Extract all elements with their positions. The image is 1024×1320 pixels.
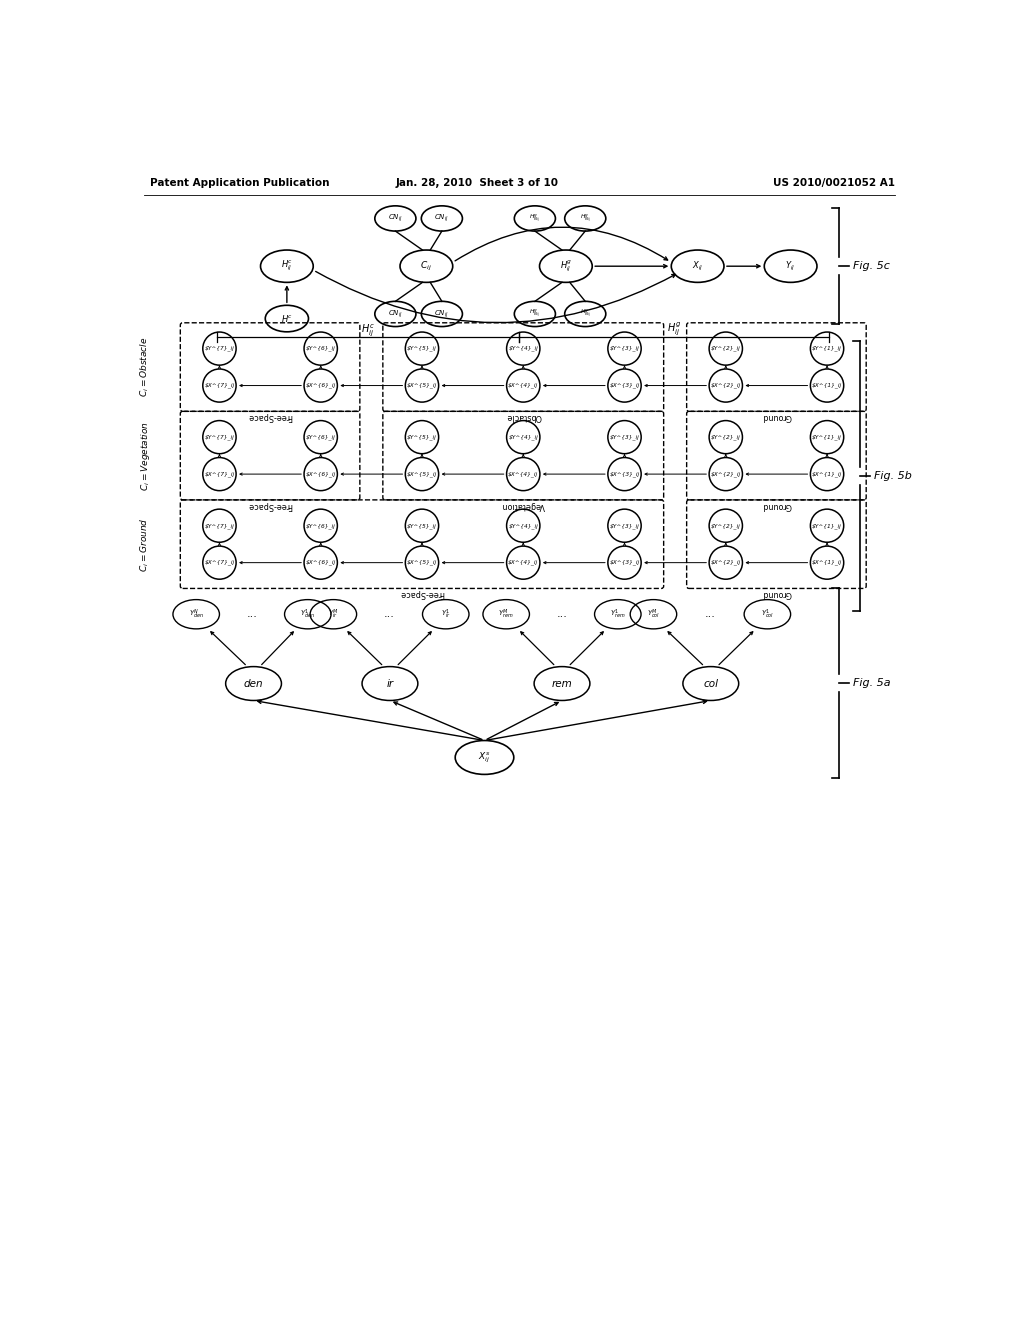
Text: $X^{2}_ij: $X^{2}_ij [711, 471, 740, 477]
Text: $X^{2}_ij: $X^{2}_ij [711, 560, 740, 565]
Text: $CN_{ij}$: $CN_{ij}$ [434, 308, 450, 319]
Text: $Y^{5}_ij: $Y^{5}_ij [408, 346, 437, 351]
Text: Free-Space: Free-Space [399, 589, 444, 598]
Text: $X^{6}_ij: $X^{6}_ij [305, 383, 336, 388]
Text: $X^{4}_ij: $X^{4}_ij [508, 560, 539, 565]
Text: $Y^{6}_ij: $Y^{6}_ij [306, 346, 336, 351]
Text: $H^g_{N_{ij}}$: $H^g_{N_{ij}}$ [580, 213, 591, 224]
Text: ...: ... [705, 610, 716, 619]
Text: rem: rem [552, 678, 572, 689]
Text: $Y^{6}_ij: $Y^{6}_ij [306, 434, 336, 440]
Text: $H^c_{ij}$: $H^c_{ij}$ [361, 322, 375, 338]
Text: $X^{7}_ij: $X^{7}_ij [205, 383, 234, 388]
Text: $X^{4}_ij: $X^{4}_ij [508, 383, 539, 388]
Text: $Y^{2}_ij: $Y^{2}_ij [711, 523, 740, 528]
Text: $H^g_{N_{ij}}$: $H^g_{N_{ij}}$ [529, 308, 541, 321]
Text: $X^{6}_ij: $X^{6}_ij [305, 471, 336, 477]
Text: $Y^{5}_ij: $Y^{5}_ij [408, 434, 437, 440]
Text: $H^g_{N_{ij}}$: $H^g_{N_{ij}}$ [580, 308, 591, 321]
Text: $H^c_{ij}$: $H^c_{ij}$ [281, 259, 293, 273]
Text: Patent Application Publication: Patent Application Publication [150, 178, 329, 187]
Text: $CN_{ij}$: $CN_{ij}$ [434, 213, 450, 224]
Text: $C_i = Vegetation$: $C_i = Vegetation$ [138, 421, 152, 491]
Text: $Y^M_{rem}$: $Y^M_{rem}$ [499, 607, 514, 620]
Text: Ground: Ground [762, 412, 792, 421]
Text: $X^{5}_ij: $X^{5}_ij [407, 560, 437, 565]
Text: Obstacle: Obstacle [506, 412, 541, 421]
Text: $Y^1_{col}$: $Y^1_{col}$ [761, 607, 774, 620]
Text: $X^{3}_ij: $X^{3}_ij [609, 383, 640, 388]
Text: $Y^{4}_ij: $Y^{4}_ij [508, 434, 539, 440]
Text: $Y^{3}_ij: $Y^{3}_ij [609, 346, 639, 351]
Text: $Y^{3}_ij: $Y^{3}_ij [609, 434, 639, 440]
Text: $Y^{1}_ij: $Y^{1}_ij [812, 346, 842, 351]
Text: Jan. 28, 2010  Sheet 3 of 10: Jan. 28, 2010 Sheet 3 of 10 [395, 178, 558, 187]
Text: $H^g_{N_{ij}}$: $H^g_{N_{ij}}$ [529, 213, 541, 224]
Text: $C_{ij}$: $C_{ij}$ [421, 260, 432, 273]
Text: $X^{2}_ij: $X^{2}_ij [711, 383, 740, 388]
Text: $X^{1}_ij: $X^{1}_ij [812, 471, 842, 477]
Text: $H^c$: $H^c$ [281, 313, 293, 325]
Text: $X^{3}_ij: $X^{3}_ij [609, 471, 640, 477]
Text: $Y^M_{col}$: $Y^M_{col}$ [647, 607, 660, 620]
Text: $Y^N_{den}$: $Y^N_{den}$ [188, 607, 204, 620]
Text: $Y^{1}_ij: $Y^{1}_ij [812, 523, 842, 528]
Text: ...: ... [247, 610, 257, 619]
Text: Fig. 5a: Fig. 5a [853, 678, 891, 688]
Text: $X^{4}_ij: $X^{4}_ij [508, 471, 539, 477]
Text: $Y^{6}_ij: $Y^{6}_ij [306, 523, 336, 528]
Text: $Y^1_{den}$: $Y^1_{den}$ [300, 607, 315, 620]
Text: Fig. 5b: Fig. 5b [874, 471, 912, 480]
Text: ...: ... [384, 610, 395, 619]
Text: $H^g_{ij}$: $H^g_{ij}$ [560, 259, 572, 275]
Text: $X^s_{ij}$: $X^s_{ij}$ [478, 750, 490, 764]
Text: $X^{6}_ij: $X^{6}_ij [305, 560, 336, 565]
Text: $Y^M_{ir}$: $Y^M_{ir}$ [328, 607, 339, 620]
Text: $CN_{ij}$: $CN_{ij}$ [388, 213, 402, 224]
Text: $X^{5}_ij: $X^{5}_ij [407, 471, 437, 477]
Text: $C_i = Obstacle$: $C_i = Obstacle$ [139, 337, 152, 397]
Text: $Y^1_{rem}$: $Y^1_{rem}$ [610, 607, 626, 620]
Text: $X^{7}_ij: $X^{7}_ij [205, 560, 234, 565]
Text: ir: ir [386, 678, 393, 689]
Text: $Y^{3}_ij: $Y^{3}_ij [609, 523, 639, 528]
Text: den: den [244, 678, 263, 689]
Text: Free-Space: Free-Space [248, 500, 293, 510]
Text: Ground: Ground [762, 589, 792, 598]
Text: $Y^{4}_ij: $Y^{4}_ij [508, 346, 539, 351]
Text: Ground: Ground [762, 500, 792, 510]
Text: $Y^{7}_ij: $Y^{7}_ij [205, 346, 234, 351]
Text: Vegetation: Vegetation [502, 500, 545, 510]
Text: $CN_{ij}$: $CN_{ij}$ [388, 308, 402, 319]
Text: $Y^{4}_ij: $Y^{4}_ij [508, 523, 539, 528]
Text: $H^g_{ij}$: $H^g_{ij}$ [668, 321, 681, 338]
Text: $Y^{7}_ij: $Y^{7}_ij [205, 434, 234, 440]
Text: $X_{ij}$: $X_{ij}$ [692, 260, 703, 273]
Text: ...: ... [557, 610, 567, 619]
Text: $X^{7}_ij: $X^{7}_ij [205, 471, 234, 477]
Text: $X^{1}_ij: $X^{1}_ij [812, 383, 842, 388]
Text: $C_i = Ground$: $C_i = Ground$ [139, 517, 152, 572]
Text: Fig. 5c: Fig. 5c [853, 261, 890, 271]
Text: $X^{3}_ij: $X^{3}_ij [609, 560, 640, 565]
Text: $Y_{ij}$: $Y_{ij}$ [785, 260, 796, 273]
Text: $Y^{5}_ij: $Y^{5}_ij [408, 523, 437, 528]
Text: Free-Space: Free-Space [248, 412, 293, 421]
Text: $Y^{2}_ij: $Y^{2}_ij [711, 346, 740, 351]
Text: $Y^{2}_ij: $Y^{2}_ij [711, 434, 740, 440]
Text: $Y^1_{ir}$: $Y^1_{ir}$ [440, 607, 451, 620]
Text: $Y^{7}_ij: $Y^{7}_ij [205, 523, 234, 528]
Text: $X^{5}_ij: $X^{5}_ij [407, 383, 437, 388]
Text: $X^{1}_ij: $X^{1}_ij [812, 560, 842, 565]
Text: $Y^{1}_ij: $Y^{1}_ij [812, 434, 842, 440]
Text: US 2010/0021052 A1: US 2010/0021052 A1 [773, 178, 895, 187]
Text: col: col [703, 678, 718, 689]
